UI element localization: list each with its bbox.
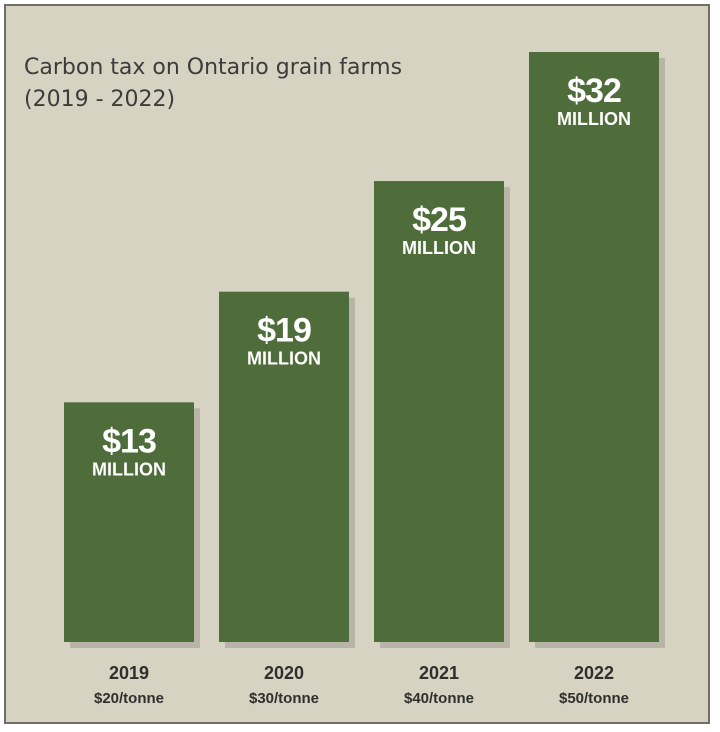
x-tick-label-2021: 2021: [419, 663, 459, 683]
chart-title-line-1: Carbon tax on Ontario grain farms: [24, 55, 402, 80]
data-label-value-2021: $25: [412, 201, 466, 239]
bar-2022: [529, 52, 659, 642]
data-label-unit-2019: MILLION: [92, 459, 166, 479]
x-sublabel-2022: $50/tonne: [559, 690, 629, 707]
data-label-value-2022: $32: [567, 72, 621, 110]
x-tick-label-2019: 2019: [109, 663, 149, 683]
data-label-value-2019: $13: [102, 422, 156, 460]
x-tick-label-2022: 2022: [574, 663, 614, 683]
bar-2021: [374, 181, 504, 642]
bars-layer: $13MILLION2019$20/tonne$19MILLION2020$30…: [64, 52, 665, 707]
chart-canvas: Carbon tax on Ontario grain farms (2019 …: [24, 52, 665, 707]
data-label-unit-2022: MILLION: [557, 109, 631, 129]
chart-frame: Carbon tax on Ontario grain farms (2019 …: [4, 4, 710, 724]
x-tick-label-2020: 2020: [264, 663, 304, 683]
x-sublabel-2021: $40/tonne: [404, 690, 474, 707]
bar-2020: [219, 291, 349, 642]
x-sublabel-2020: $30/tonne: [249, 690, 319, 707]
data-label-unit-2021: MILLION: [402, 238, 476, 258]
chart-title-line-2: (2019 - 2022): [24, 87, 175, 112]
x-sublabel-2019: $20/tonne: [94, 690, 164, 707]
data-label-unit-2020: MILLION: [247, 349, 321, 369]
bar-2019: [64, 402, 194, 642]
data-label-value-2020: $19: [257, 312, 311, 350]
